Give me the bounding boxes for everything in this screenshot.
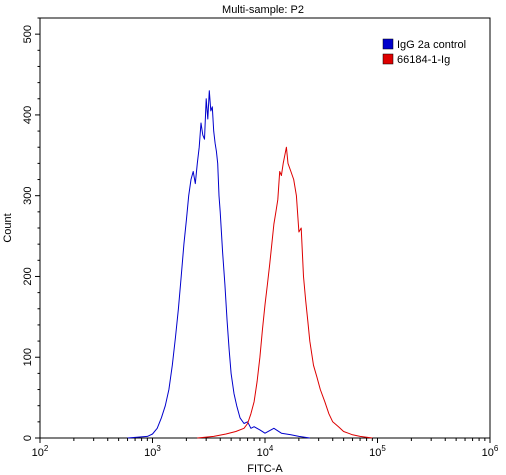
y-tick-label: 0 [22,435,34,441]
x-tick-label: 105 [369,444,386,459]
y-tick-label: 200 [22,267,34,285]
axis-layer: 0 100 200 300 400 500 102 103 104 105 106 [22,17,499,459]
plot-area [39,17,491,439]
x-tick-label: 104 [257,444,274,459]
series-line-0 [127,90,310,439]
legend-swatch-66184-1-ig [382,53,394,65]
y-tick-label: 100 [22,348,34,366]
legend-swatch-igg-control [382,38,394,50]
y-tick-label: 400 [22,106,34,124]
series-line-1 [197,146,373,439]
legend-label-66184-1-ig: 66184-1-Ig [397,54,450,66]
x-tick-label: 106 [482,444,499,459]
legend-label-igg-control: IgG 2a control [397,39,466,51]
x-tick-label: 103 [144,444,161,459]
chart-title: Multi-sample: P2 [222,4,304,16]
x-axis-label: FITC-A [247,463,283,475]
y-axis-label: Count [2,213,14,242]
y-tick-label: 500 [22,25,34,43]
series-layer [127,90,373,439]
y-tick-label: 300 [22,187,34,205]
x-tick-label: 102 [32,444,49,459]
legend: IgG 2a control 66184-1-Ig [382,38,466,66]
